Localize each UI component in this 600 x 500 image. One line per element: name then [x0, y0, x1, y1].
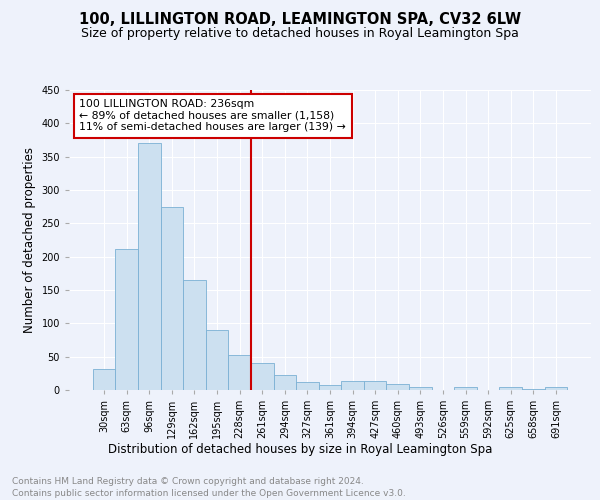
Text: 100 LILLINGTON ROAD: 236sqm
← 89% of detached houses are smaller (1,158)
11% of : 100 LILLINGTON ROAD: 236sqm ← 89% of det…: [79, 99, 346, 132]
Bar: [161, 206, 183, 390]
Bar: [341, 382, 364, 390]
Bar: [206, 330, 229, 390]
Bar: [183, 280, 206, 390]
Bar: [364, 382, 386, 390]
Bar: [274, 374, 296, 390]
Text: Distribution of detached houses by size in Royal Leamington Spa: Distribution of detached houses by size …: [108, 442, 492, 456]
Text: 100, LILLINGTON ROAD, LEAMINGTON SPA, CV32 6LW: 100, LILLINGTON ROAD, LEAMINGTON SPA, CV…: [79, 12, 521, 28]
Bar: [545, 388, 567, 390]
Text: Size of property relative to detached houses in Royal Leamington Spa: Size of property relative to detached ho…: [81, 28, 519, 40]
Text: Contains public sector information licensed under the Open Government Licence v3: Contains public sector information licen…: [12, 489, 406, 498]
Text: Contains HM Land Registry data © Crown copyright and database right 2024.: Contains HM Land Registry data © Crown c…: [12, 478, 364, 486]
Bar: [409, 386, 431, 390]
Bar: [229, 354, 251, 390]
Bar: [138, 144, 161, 390]
Bar: [386, 384, 409, 390]
Bar: [296, 382, 319, 390]
Bar: [251, 364, 274, 390]
Bar: [319, 386, 341, 390]
Y-axis label: Number of detached properties: Number of detached properties: [23, 147, 36, 333]
Bar: [93, 368, 115, 390]
Bar: [454, 386, 477, 390]
Bar: [499, 388, 522, 390]
Bar: [115, 250, 138, 390]
